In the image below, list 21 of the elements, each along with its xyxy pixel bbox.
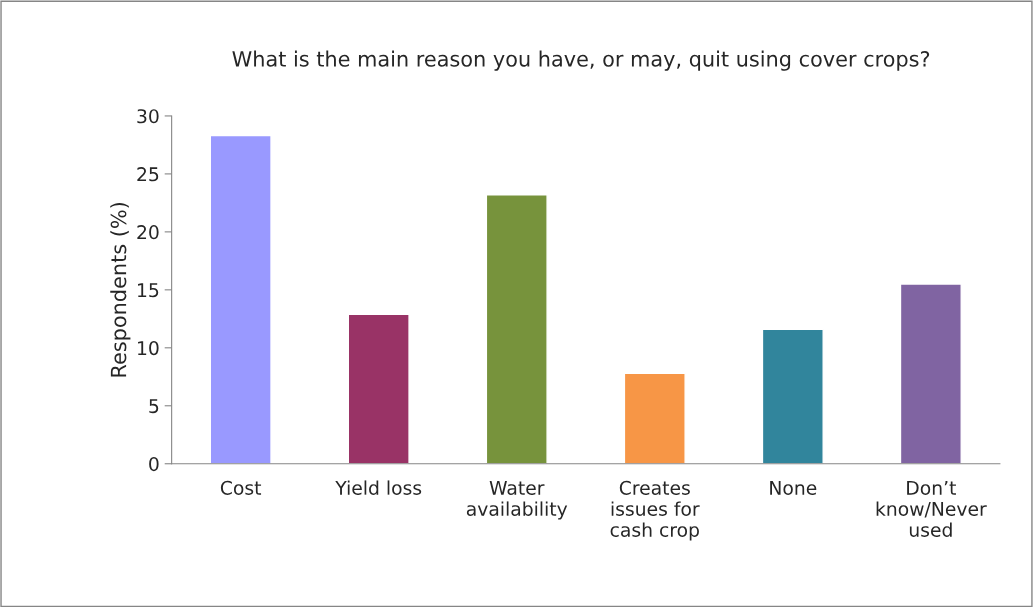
y-tick-label: 30	[137, 109, 159, 124]
y-tick-label: 10	[138, 341, 159, 356]
x-tick-label: Don’t know/Never used	[876, 480, 987, 537]
y-tick-label: 15	[138, 283, 159, 298]
x-tick-label: Creates issues for cash crop	[610, 480, 700, 541]
y-axis-title: Respondents (%)	[110, 202, 131, 377]
x-tick-label: Cost	[220, 480, 262, 495]
x-tick-label: Water availability	[466, 480, 568, 520]
bar	[623, 372, 686, 464]
y-tick-label: 25	[137, 167, 159, 182]
x-tick-label: Yield loss	[335, 480, 422, 495]
bar	[347, 313, 410, 464]
y-tick-label: 5	[149, 399, 159, 414]
bar	[761, 328, 824, 464]
bar	[209, 134, 272, 464]
chart-title: What is the main reason you have, or may, quit using cover crops?	[232, 50, 930, 71]
bar	[899, 283, 962, 464]
y-tick-label: 0	[149, 456, 159, 472]
y-tick-label: 20	[137, 225, 159, 240]
bar	[485, 194, 548, 464]
x-tick-label: None	[770, 480, 817, 495]
